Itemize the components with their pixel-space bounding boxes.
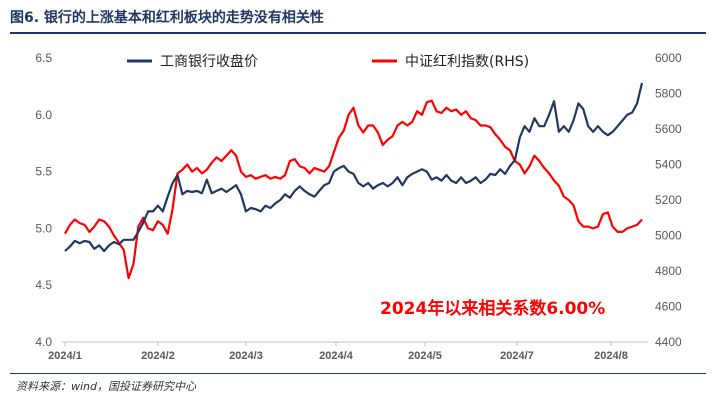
- y-left-tick-label: 4.0: [35, 335, 52, 349]
- legend-label-icbc: 工商银行收盘价: [160, 53, 258, 70]
- y-left-tick-label: 5.0: [35, 221, 52, 235]
- y-right-tick-label: 5200: [655, 193, 682, 207]
- y-right-tick-label: 5800: [655, 87, 682, 101]
- title-bar: 图6. 银行的上涨基本和红利板块的走势没有相关性: [10, 6, 706, 34]
- x-tick-label: 2024/7: [500, 350, 534, 362]
- source-note: 资料来源：wind，国投证券研究中心: [16, 380, 197, 393]
- x-tick-label: 2024/2: [141, 350, 175, 362]
- right-axis-ticks: 4400 4600 4800 5000 5200 5400 5600 5800 6000: [655, 51, 682, 349]
- y-right-tick-label: 4400: [655, 335, 682, 349]
- x-tick-label: 2024/8: [594, 350, 628, 362]
- y-left-tick-label: 6.0: [35, 108, 52, 122]
- x-tick-label: 2024/1: [48, 350, 82, 362]
- series-dividend-index-line: [64, 99, 643, 280]
- y-right-tick-label: 5000: [655, 229, 682, 243]
- y-right-tick-label: 6000: [655, 51, 682, 65]
- y-right-tick-label: 5600: [655, 122, 682, 136]
- left-axis-ticks: 4.0 4.5 5.0 5.5 6.0 6.5: [35, 51, 52, 349]
- x-tick-label: 2024/4: [319, 350, 354, 362]
- x-tick-label: 2024/5: [408, 350, 442, 362]
- y-right-tick-label: 4600: [655, 300, 682, 314]
- y-right-tick-label: 5400: [655, 158, 682, 172]
- x-axis-ticks: 2024/1 2024/2 2024/3 2024/4 2024/5 2024/7 2024…: [48, 342, 628, 362]
- y-left-tick-label: 6.5: [35, 51, 52, 65]
- line-chart: 4.0 4.5 5.0 5.5 6.0 6.5 4400 4600 4800 5000 5200 5…: [35, 51, 682, 362]
- x-tick-label: 2024/3: [229, 350, 263, 362]
- source-divider: [10, 373, 706, 374]
- chart-title: 图6. 银行的上涨基本和红利板块的走势没有相关性: [10, 10, 324, 26]
- legend: 工商银行收盘价 中证红利指数(RHS): [127, 53, 529, 70]
- y-left-tick-label: 5.5: [35, 165, 52, 179]
- legend-label-dividend: 中证红利指数(RHS): [405, 54, 529, 70]
- series-icbc-close-line: [64, 82, 644, 253]
- y-right-tick-label: 4800: [655, 264, 682, 278]
- correlation-annotation: 2024年以来相关系数6.00%: [380, 298, 605, 319]
- y-left-tick-label: 4.5: [35, 278, 52, 292]
